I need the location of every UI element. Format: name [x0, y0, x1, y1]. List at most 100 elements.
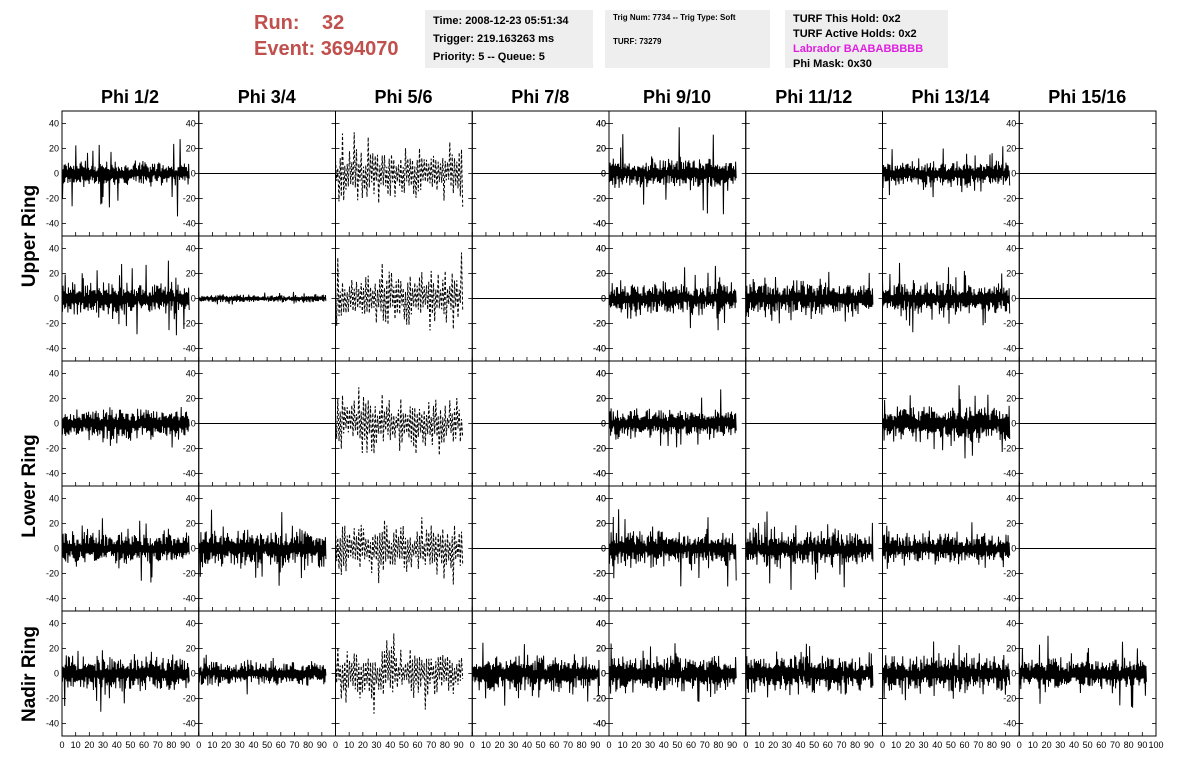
y-tick-label: 40 [49, 119, 59, 129]
y-tick-label: 20 [1006, 269, 1016, 279]
waveform-line [335, 132, 464, 207]
waveform-panel: 40 40 20 20 0 0 -20 -20 -40 -40 [46, 360, 200, 487]
x-tick-label: 0 [1017, 740, 1022, 750]
run-line: Run: 32 [254, 10, 399, 36]
y-tick-label: 40 [596, 494, 606, 504]
y-tick-label: 20 [186, 519, 196, 529]
y-tick-label: 20 [596, 519, 606, 529]
x-tick-label: 60 [1096, 740, 1106, 750]
y-tick-label: -20 [183, 444, 196, 454]
y-tick-label: 0 [54, 544, 59, 554]
waveform-line [335, 387, 464, 456]
waveform-panel: 40 40 20 20 0 0 -20 -20 -40 -40 [46, 235, 200, 362]
y-tick-label: -40 [183, 594, 196, 604]
waveform-panel [1018, 360, 1157, 487]
run-event-block: Run: 32 Event: 3694070 [254, 10, 399, 62]
x-tick-label: 60 [276, 740, 286, 750]
y-tick-label: 20 [596, 144, 606, 154]
x-tick-label: 40 [795, 740, 805, 750]
y-tick-label: 40 [49, 494, 59, 504]
phi-header: Phi 7/8 [511, 87, 570, 107]
y-tick-label: 40 [596, 494, 606, 504]
waveform-line [335, 252, 464, 331]
x-tick-label: 10 [754, 740, 764, 750]
y-tick-label: 20 [186, 644, 196, 654]
y-tick-label: 20 [49, 644, 59, 654]
x-tick-label: 20 [631, 740, 641, 750]
x-tick-label: 0 [880, 740, 885, 750]
waveform-panel: 40 20 0 -20 -40 [471, 110, 610, 237]
waveform-panel [198, 235, 336, 362]
x-tick-label: 70 [836, 740, 846, 750]
run-value: 32 [322, 12, 345, 34]
y-tick-label: -40 [183, 469, 196, 479]
x-tick-label: 60 [413, 740, 423, 750]
x-tick-label: 40 [385, 740, 395, 750]
phi-header: Phi 5/6 [374, 87, 433, 107]
phi-header: Phi 11/12 [775, 87, 853, 107]
y-tick-label: 40 [1006, 244, 1016, 254]
waveform-panel [745, 110, 883, 237]
y-tick-label: -20 [1003, 569, 1016, 579]
waveform-panel [335, 110, 473, 237]
waveform-panel: 40 40 20 20 0 0 -20 -20 -40 -40 [46, 485, 200, 612]
y-tick-label: -40 [46, 469, 59, 479]
x-tick-label: 50 [536, 740, 546, 750]
y-tick-label: -20 [1003, 444, 1016, 454]
x-tick-label: 10 [344, 740, 354, 750]
y-tick-label: 40 [186, 244, 196, 254]
y-tick-label: 20 [186, 144, 196, 154]
y-tick-label: 0 [601, 294, 606, 304]
x-tick-label: 20 [768, 740, 778, 750]
phi-mask-text: Phi Mask: 0x30 [793, 58, 872, 70]
x-tick-label: 80 [987, 740, 997, 750]
time-info-box: Time: 2008-12-23 05:51:34 Trigger: 219.1… [425, 10, 593, 68]
waveform-panel [1018, 485, 1157, 612]
x-tick-label: 30 [508, 740, 518, 750]
y-tick-label: 20 [596, 644, 606, 654]
y-tick-label: 20 [596, 269, 606, 279]
x-tick-label: 10 [71, 740, 81, 750]
x-tick-label: 30 [235, 740, 245, 750]
waveform-line [335, 633, 464, 714]
x-tick-label: 80 [850, 740, 860, 750]
y-tick-label: -40 [183, 344, 196, 354]
waveform-line [882, 641, 1011, 701]
y-tick-label: -20 [593, 694, 606, 704]
x-tick-label: 10 [618, 740, 628, 750]
y-tick-label: 20 [49, 144, 59, 154]
y-tick-label: 40 [49, 619, 59, 629]
y-tick-label: -40 [46, 719, 59, 729]
y-tick-label: -20 [593, 319, 606, 329]
y-tick-label: -20 [46, 569, 59, 579]
x-tick-label: 50 [809, 740, 819, 750]
waveform-panel [198, 360, 336, 487]
waveform-panel [745, 235, 883, 362]
x-tick-label: 80 [1124, 740, 1134, 750]
y-tick-label: -40 [1003, 719, 1016, 729]
x-tick-label: 50 [946, 740, 956, 750]
waveform-line [61, 260, 190, 336]
y-tick-label: 40 [1006, 119, 1016, 129]
waveform-line [608, 643, 737, 702]
waveform-panel [198, 485, 336, 612]
phi-header: Phi 15/16 [1048, 87, 1127, 107]
y-tick-label: 40 [1006, 494, 1016, 504]
x-tick-label: 10 [1028, 740, 1038, 750]
waveform-line [1018, 635, 1147, 708]
run-label: Run: [254, 12, 300, 34]
waveform-line [882, 522, 1011, 569]
waveform-panel [198, 110, 336, 237]
phi-header: Phi 3/4 [237, 87, 296, 107]
y-tick-label: 40 [49, 244, 59, 254]
y-tick-label: 0 [601, 669, 606, 679]
y-tick-label: -20 [183, 569, 196, 579]
y-tick-label: 20 [596, 644, 606, 654]
x-tick-label: 30 [645, 740, 655, 750]
x-tick-label: 50 [125, 740, 135, 750]
x-tick-label: 60 [823, 740, 833, 750]
waveform-line [608, 265, 737, 331]
x-tick-label: 20 [358, 740, 368, 750]
y-tick-label: -20 [46, 444, 59, 454]
y-tick-label: -20 [183, 194, 196, 204]
